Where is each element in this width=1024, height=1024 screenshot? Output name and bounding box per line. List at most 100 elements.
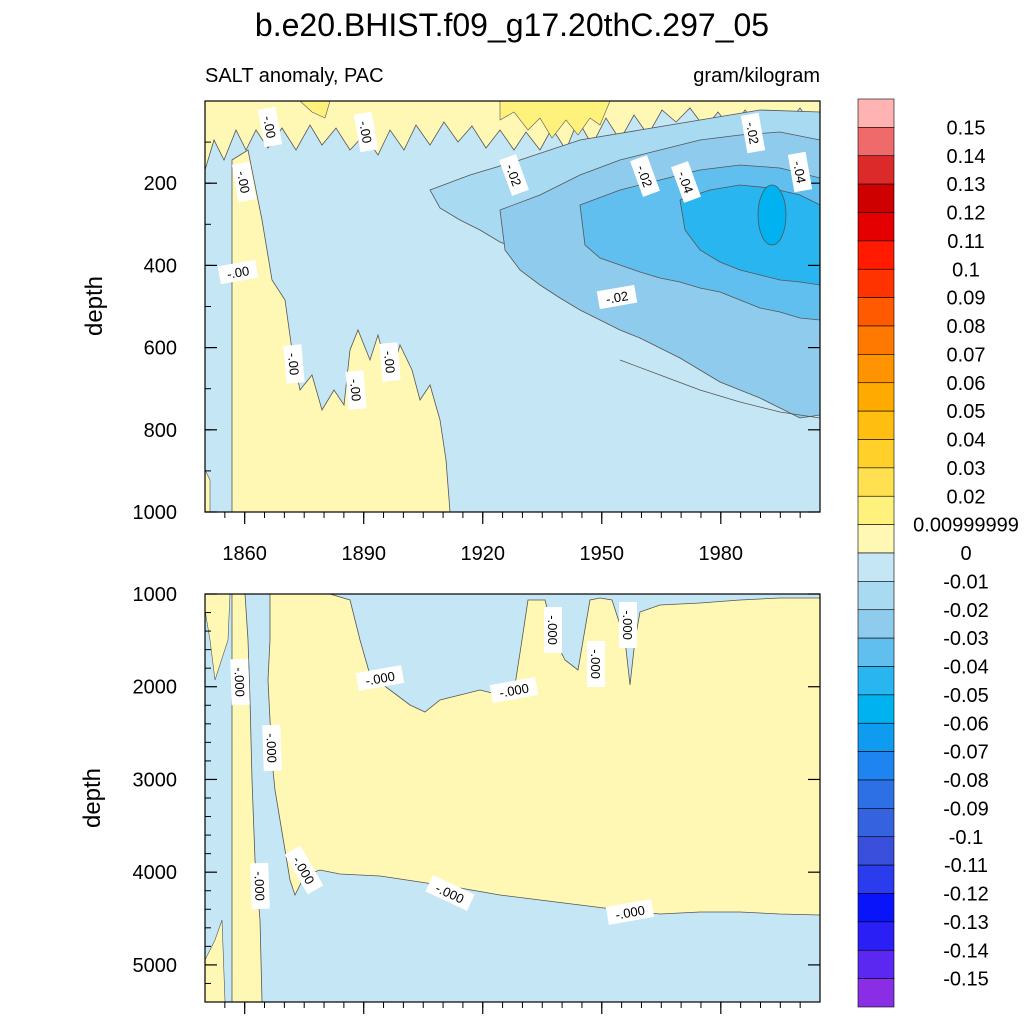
colorbar-swatch — [857, 694, 895, 724]
contour-label: -.00 — [257, 106, 283, 148]
colorbar-swatch — [857, 98, 895, 128]
colorbar-label: -0.12 — [943, 884, 989, 906]
lower-y-tick-label: 4000 — [133, 862, 178, 884]
lower-y-label: depth — [79, 768, 106, 828]
colorbar-label: -0.14 — [943, 940, 989, 962]
colorbar-swatch — [857, 864, 895, 894]
contour-label: -.00 — [217, 259, 259, 285]
lower-y-axis: 1000 2000 3000 4000 5000 — [133, 584, 820, 984]
colorbar-swatch — [857, 609, 895, 639]
contour-label-text: -.04 — [790, 160, 809, 185]
contour-label: -.02 — [630, 155, 660, 197]
colorbar-label: 0.09 — [947, 288, 986, 310]
lower-x-axis — [224, 1002, 801, 1014]
colorbar-swatch — [857, 836, 895, 866]
colorbar-label: -0.05 — [943, 685, 989, 707]
contour-label: -.000 — [250, 862, 270, 910]
upper-deep-contour — [619, 359, 820, 419]
contour-label-text: -.000 — [614, 903, 646, 923]
contour-label-text: -.00 — [356, 120, 375, 145]
colorbar-swatch — [857, 297, 895, 327]
colorbar-swatch — [857, 325, 895, 355]
colorbar-label: -0.01 — [943, 571, 989, 593]
contour-label-text: -.00 — [234, 170, 253, 195]
contour-label: -.00 — [345, 370, 367, 410]
colorbar-label: 0.15 — [947, 117, 986, 139]
colorbar-label: -0.08 — [943, 770, 989, 792]
contour-label: -.000 — [284, 845, 324, 895]
contour-label-text: -.00 — [260, 115, 279, 140]
contour-label: -.000 — [262, 724, 282, 772]
lower-west-strip — [205, 919, 226, 1002]
colorbar-swatch — [857, 921, 895, 951]
colorbar-label: -0.02 — [943, 600, 989, 622]
contour-label-bg — [671, 161, 701, 203]
colorbar-label: 0.03 — [947, 458, 986, 480]
colorbar-swatch — [857, 552, 895, 582]
contour-label: -.02 — [499, 154, 529, 196]
contour-label-text: -.00 — [226, 263, 251, 282]
contour-label: -.000 — [544, 607, 562, 653]
contour-label: -.04 — [787, 151, 813, 193]
colorbar-swatch — [857, 666, 895, 696]
colorbar-label: 0 — [960, 543, 971, 565]
upper-x-tick-label: 1860 — [222, 543, 267, 565]
contour-label-text: -.000 — [251, 871, 267, 901]
upper-y-label: depth — [81, 276, 108, 336]
colorbar-label: 0.02 — [947, 486, 986, 508]
contour-label-bg — [587, 641, 605, 687]
colorbar-label: -0.11 — [944, 855, 988, 877]
colorbar-swatch — [857, 240, 895, 270]
colorbar-label: -0.13 — [943, 912, 989, 934]
colorbar-swatch — [857, 495, 895, 525]
colorbar-swatch — [857, 978, 895, 1008]
contour-label-text: -.000 — [545, 615, 560, 645]
contour-label: -.04 — [671, 161, 701, 203]
contour-label-text: -.02 — [503, 162, 525, 188]
contour-label: -.02 — [596, 284, 638, 310]
colorbar-swatch — [857, 949, 895, 979]
upper-panel: 200 400 600 800 1000 1860 1890 1920 1950 1980 de… — [81, 100, 821, 565]
colorbar-label: 0.14 — [947, 146, 986, 168]
contour-label: -.000 — [489, 677, 539, 703]
colorbar-swatch — [857, 524, 895, 554]
left-subtitle: SALT anomaly, PAC — [205, 65, 384, 87]
colorbar-swatch — [857, 127, 895, 157]
contour-label-text: -.02 — [605, 288, 630, 307]
colorbar-label: -0.1 — [949, 827, 983, 849]
contour-label-text: -.000 — [263, 733, 279, 763]
colorbar-swatch — [857, 183, 895, 213]
contour-label: -.000 — [230, 658, 250, 706]
upper-y-tick-label: 800 — [144, 420, 177, 442]
colorbar-label: 0.13 — [947, 174, 986, 196]
colorbar-label: 0.11 — [947, 231, 984, 253]
colorbar-swatch — [857, 155, 895, 185]
colorbar: 0.15 0.14 0.13 0.12 0.11 0.1 0.09 0.08 0.07 0.06 0… — [857, 98, 1019, 1008]
contour-label-bg — [231, 161, 257, 203]
contour-label-bg — [283, 344, 305, 384]
contour-label-text: -.02 — [634, 163, 656, 189]
contour-label-text: -.00 — [285, 352, 302, 376]
colorbar-swatch — [857, 751, 895, 781]
colorbar-label: 0.12 — [947, 203, 986, 225]
colorbar-swatch — [857, 637, 895, 667]
colorbar-swatch — [857, 382, 895, 412]
lower-top-strip — [205, 594, 231, 681]
colorbar-swatch — [857, 808, 895, 838]
contour-label: -.00 — [283, 344, 305, 384]
colorbar-swatch — [857, 268, 895, 298]
contour-label-text: -.000 — [498, 681, 530, 701]
contour-label-bg — [353, 111, 379, 153]
contour-label-bg — [262, 724, 282, 772]
upper-y-axis: 200 400 600 800 1000 — [133, 141, 820, 524]
upper-surface-yellow — [499, 101, 611, 139]
upper-y-tick-label: 1000 — [133, 502, 178, 524]
contour-label: -.000 — [587, 641, 605, 687]
colorbar-label: -0.03 — [943, 628, 989, 650]
lower-panel: 1000 2000 3000 4000 5000 depth -.000 -.000 -.0… — [79, 584, 821, 1014]
colorbar-label: -0.04 — [943, 657, 989, 679]
contour-label-bg — [499, 154, 529, 196]
upper-x-tick-label: 1890 — [341, 543, 386, 565]
contour-label-text: -.000 — [231, 667, 247, 697]
contour-label: -.00 — [231, 161, 257, 203]
